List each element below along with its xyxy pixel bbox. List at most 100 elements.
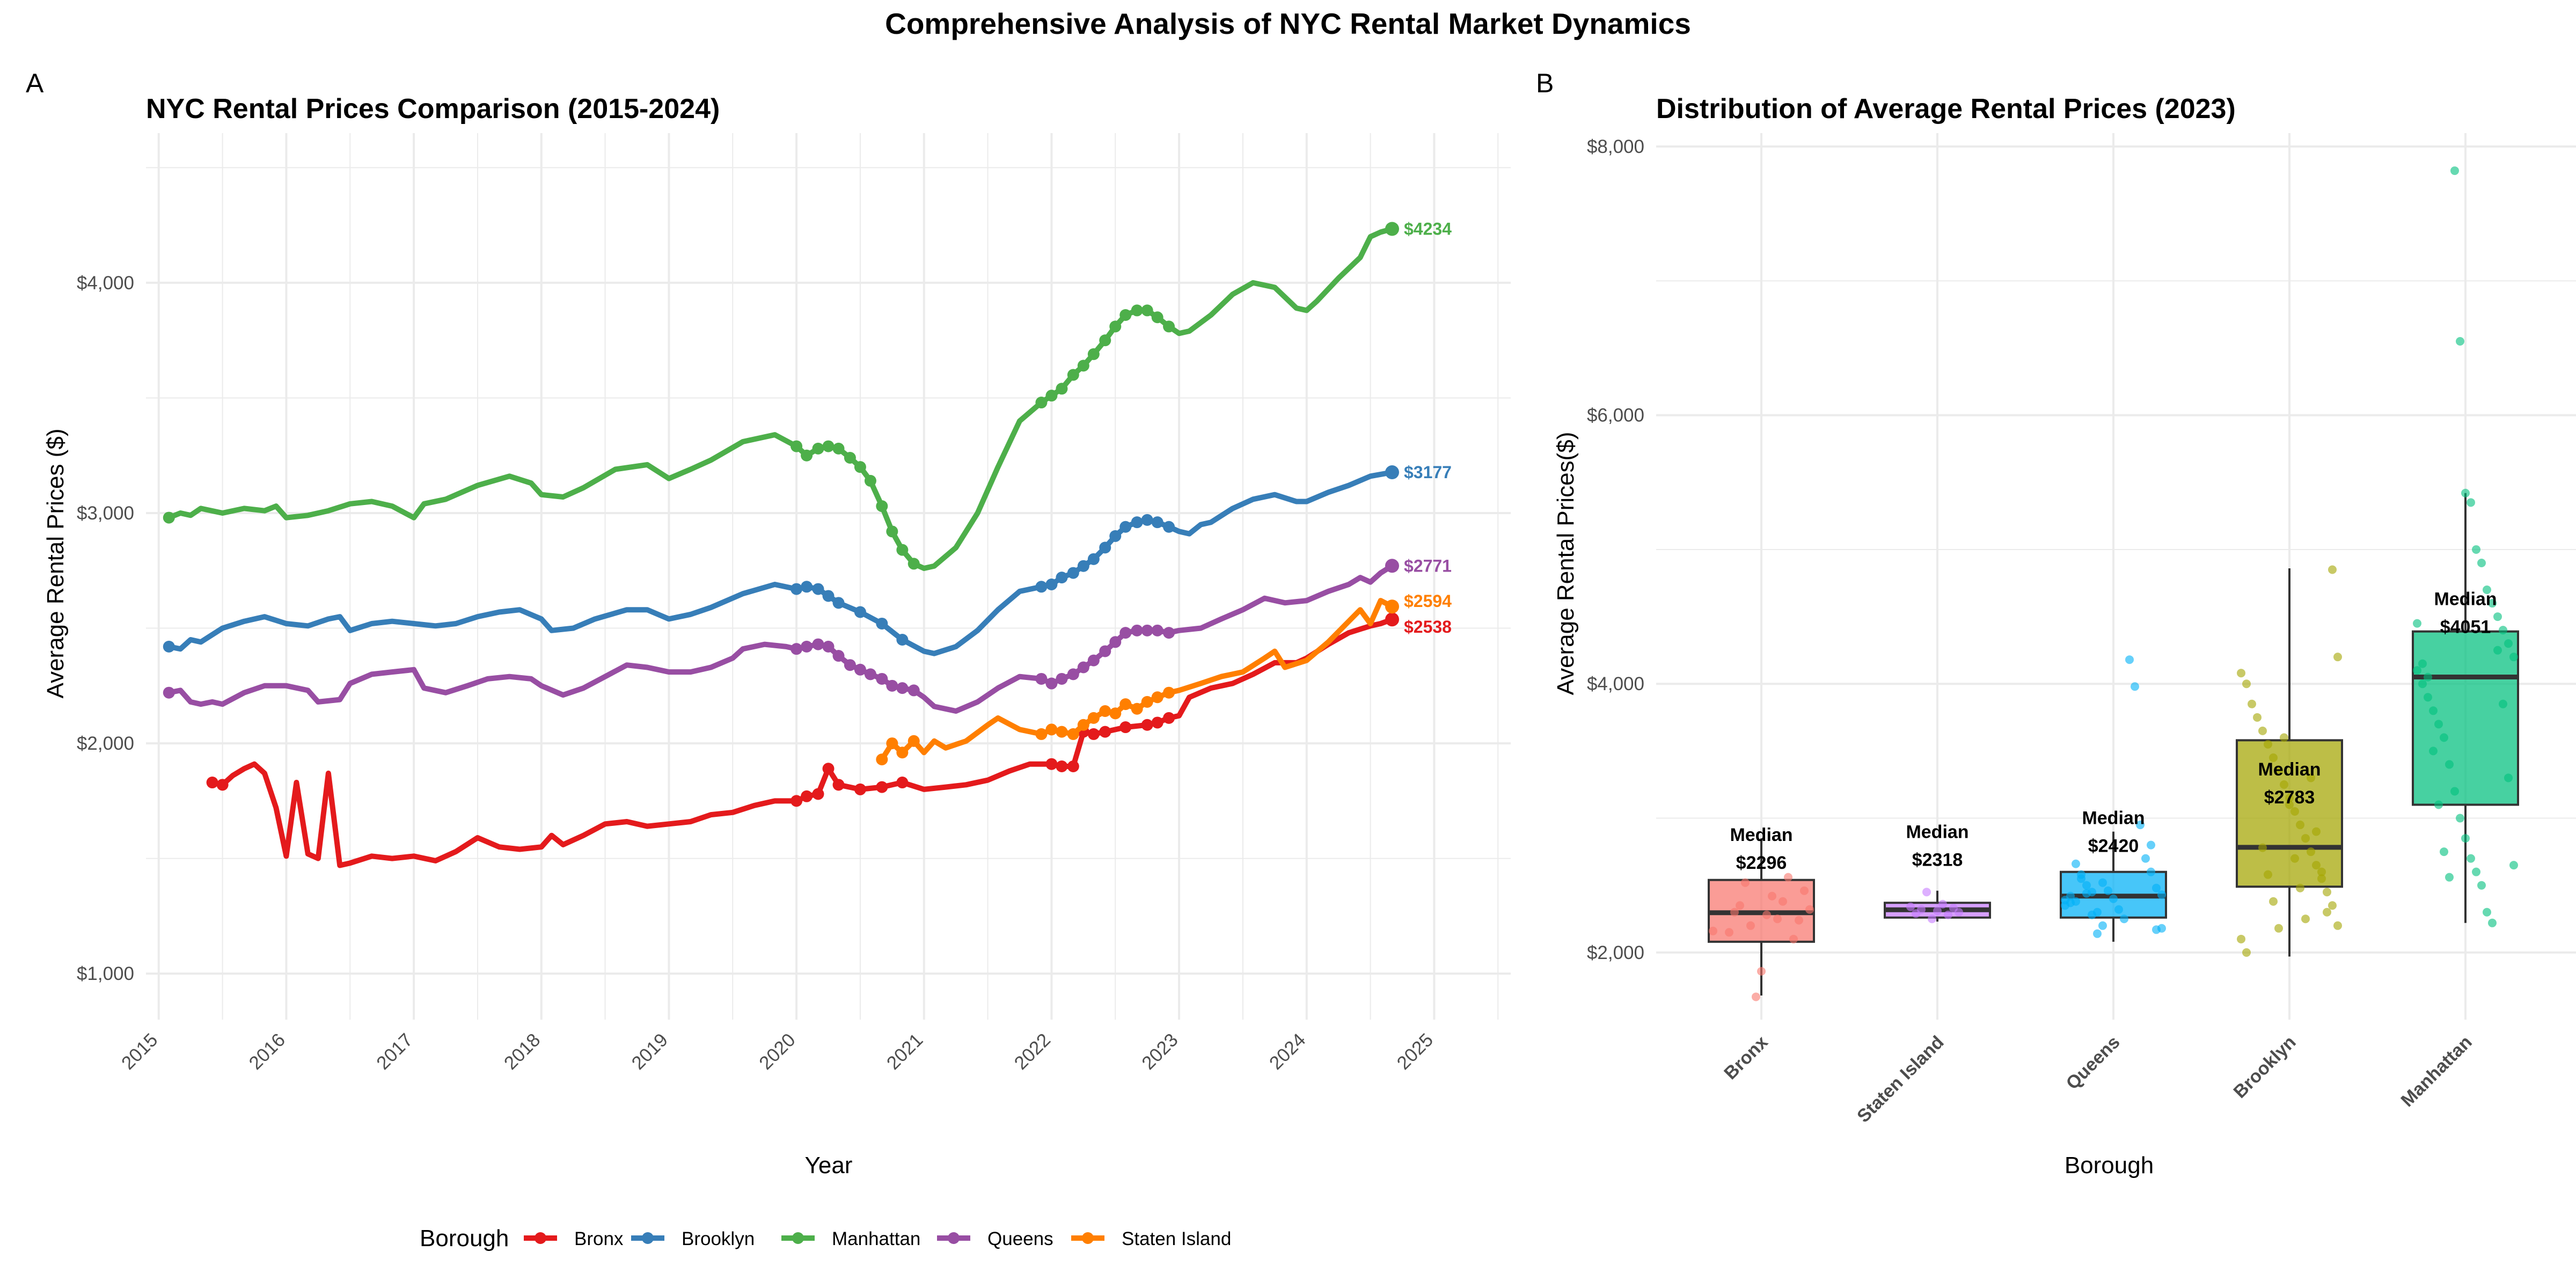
data-point-brooklyn (1087, 553, 1100, 565)
data-point-staten-island (1141, 696, 1153, 708)
data-point-bronx (832, 779, 845, 791)
jitter-point (1789, 934, 1798, 943)
data-point-staten-island (1385, 599, 1399, 614)
data-point-manhattan (791, 440, 803, 452)
jitter-point (2264, 870, 2272, 879)
jitter-point (2493, 646, 2502, 655)
jitter-point (2258, 843, 2267, 852)
legend-key-point (642, 1232, 654, 1244)
jitter-point (2274, 924, 2283, 933)
jitter-point (2242, 679, 2251, 689)
panel-a-y-axis-title: Average Rental Prices ($) (42, 429, 69, 699)
jitter-point (2456, 336, 2464, 346)
data-point-brooklyn (812, 583, 824, 595)
data-point-brooklyn (854, 606, 866, 618)
data-point-brooklyn (1067, 567, 1079, 579)
data-point-staten-island (1087, 712, 1100, 724)
data-point-staten-island (886, 737, 898, 750)
data-point-staten-island (1131, 702, 1143, 715)
end-label-bronx: $2538 (1404, 617, 1452, 636)
jitter-point (2418, 659, 2427, 668)
data-point-brooklyn (1045, 579, 1058, 591)
jitter-point (1922, 888, 1931, 897)
data-point-brooklyn (832, 597, 845, 609)
data-point-manhattan (1385, 222, 1399, 236)
jitter-point (1912, 909, 1920, 918)
data-point-queens (876, 672, 888, 685)
y-tick-label: $3,000 (77, 503, 134, 524)
jitter-point (1928, 914, 1936, 924)
data-point-staten-island (1067, 728, 1079, 740)
data-point-brooklyn (1077, 560, 1089, 572)
jitter-point (2333, 653, 2342, 662)
data-point-queens (163, 686, 175, 699)
jitter-point (1949, 904, 1958, 913)
legend-item-staten-island: Staten Island (1071, 1228, 1231, 1249)
jitter-point (2477, 558, 2486, 567)
jitter-point (2307, 847, 2315, 857)
end-label-queens: $2771 (1404, 556, 1452, 575)
data-point-manhattan (1151, 311, 1163, 324)
legend-item-brooklyn: Brooklyn (631, 1228, 755, 1249)
jitter-point (2418, 679, 2427, 689)
jitter-point (1784, 873, 1792, 882)
jitter-point (2429, 706, 2438, 715)
jitter-point (2504, 639, 2513, 648)
jitter-point (2290, 854, 2299, 863)
jitter-point (2307, 773, 2315, 782)
data-point-manhattan (801, 449, 813, 462)
data-point-brooklyn (791, 583, 803, 595)
jitter-point (2237, 669, 2245, 678)
jitter-point (1730, 908, 1739, 917)
legend-key-point (1082, 1232, 1094, 1244)
data-point-staten-island (1151, 691, 1163, 704)
data-point-manhattan (1045, 390, 1058, 402)
data-point-brooklyn (876, 617, 888, 630)
panel-b-x-axis-title: Borough (2065, 1152, 2154, 1179)
jitter-point (2152, 883, 2161, 892)
data-point-staten-island (1077, 719, 1089, 731)
data-point-brooklyn (1131, 516, 1143, 529)
jitter-point (2488, 599, 2497, 608)
data-point-manhattan (1056, 383, 1068, 395)
data-point-manhattan (876, 500, 888, 513)
data-point-manhattan (1077, 360, 1089, 372)
y-tick-label: $4,000 (77, 273, 134, 294)
data-point-bronx (854, 783, 866, 795)
jitter-point (2237, 934, 2245, 943)
jitter-point (2450, 787, 2459, 796)
panel-a-tag: A (26, 68, 44, 98)
jitter-point (1938, 899, 1947, 909)
legend-item-queens: Queens (937, 1228, 1053, 1249)
data-point-queens (1151, 624, 1163, 636)
data-point-brooklyn (801, 581, 813, 593)
jitter-point (2440, 847, 2448, 857)
data-point-bronx (1119, 721, 1132, 734)
jitter-points (2061, 655, 2166, 938)
median-label-title: Median (2082, 808, 2145, 829)
jitter-point (2296, 883, 2304, 892)
panel-a-y-ticks: $1,000 $2,000 $3,000 $4,000 (77, 273, 134, 984)
jitter-point (2445, 873, 2454, 882)
panel-b-y-ticks: $2,000 $4,000 $6,000 $8,000 (1587, 136, 1644, 963)
panel-a-x-axis-title: Year (805, 1152, 853, 1179)
data-point-manhattan (1087, 348, 1100, 360)
data-point-manhattan (886, 525, 898, 538)
jitter-point (2450, 166, 2459, 175)
end-label-staten-island: $2594 (1404, 591, 1452, 611)
jitter-point (1933, 906, 1942, 916)
y-tick-label: $2,000 (1587, 942, 1644, 963)
data-point-queens (886, 679, 898, 692)
jitter-point (1746, 921, 1755, 930)
legend-key-point (948, 1232, 960, 1244)
y-tick-label: $8,000 (1587, 136, 1644, 157)
legend-label: Queens (987, 1228, 1053, 1249)
panel-a-grid (146, 133, 1511, 1020)
panel-a-series (163, 222, 1399, 868)
y-tick-label: $2,000 (77, 733, 134, 754)
median-label-title: Median (2434, 589, 2497, 609)
legend-key-point (535, 1232, 546, 1244)
data-point-staten-island (896, 747, 909, 759)
